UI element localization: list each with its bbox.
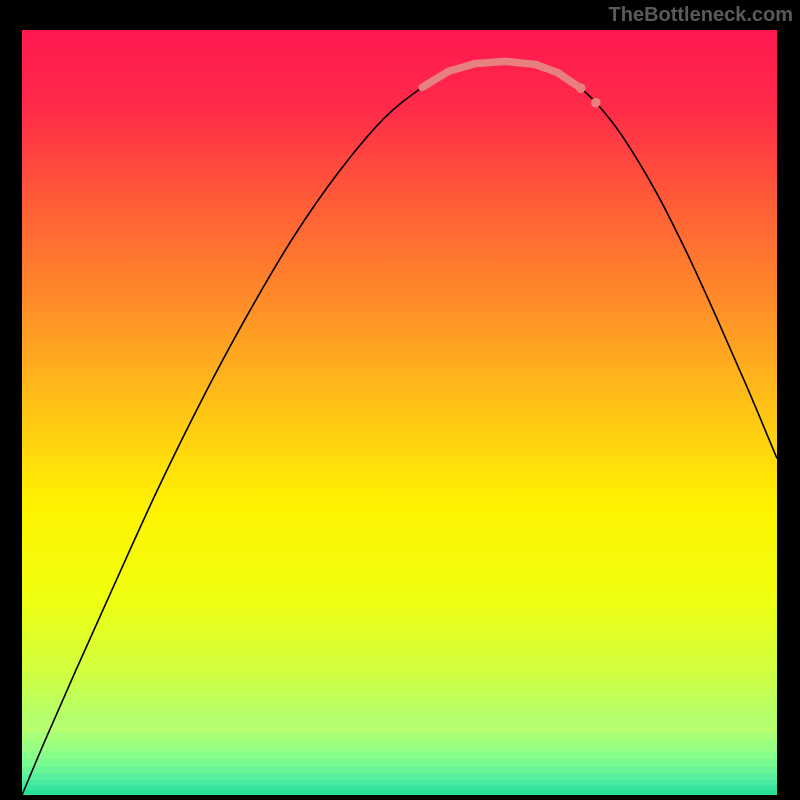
bottleneck-curve (22, 61, 777, 795)
chart-plot-area (22, 30, 777, 795)
highlight-segment (505, 61, 535, 64)
highlight-segment (422, 71, 448, 87)
highlight-dot (576, 83, 586, 93)
chart-svg-layer (22, 30, 777, 795)
highlight-segment (475, 61, 505, 63)
watermark-text: TheBottleneck.com (609, 4, 793, 27)
highlight-segment (449, 64, 475, 72)
highlight-dot (591, 98, 601, 108)
